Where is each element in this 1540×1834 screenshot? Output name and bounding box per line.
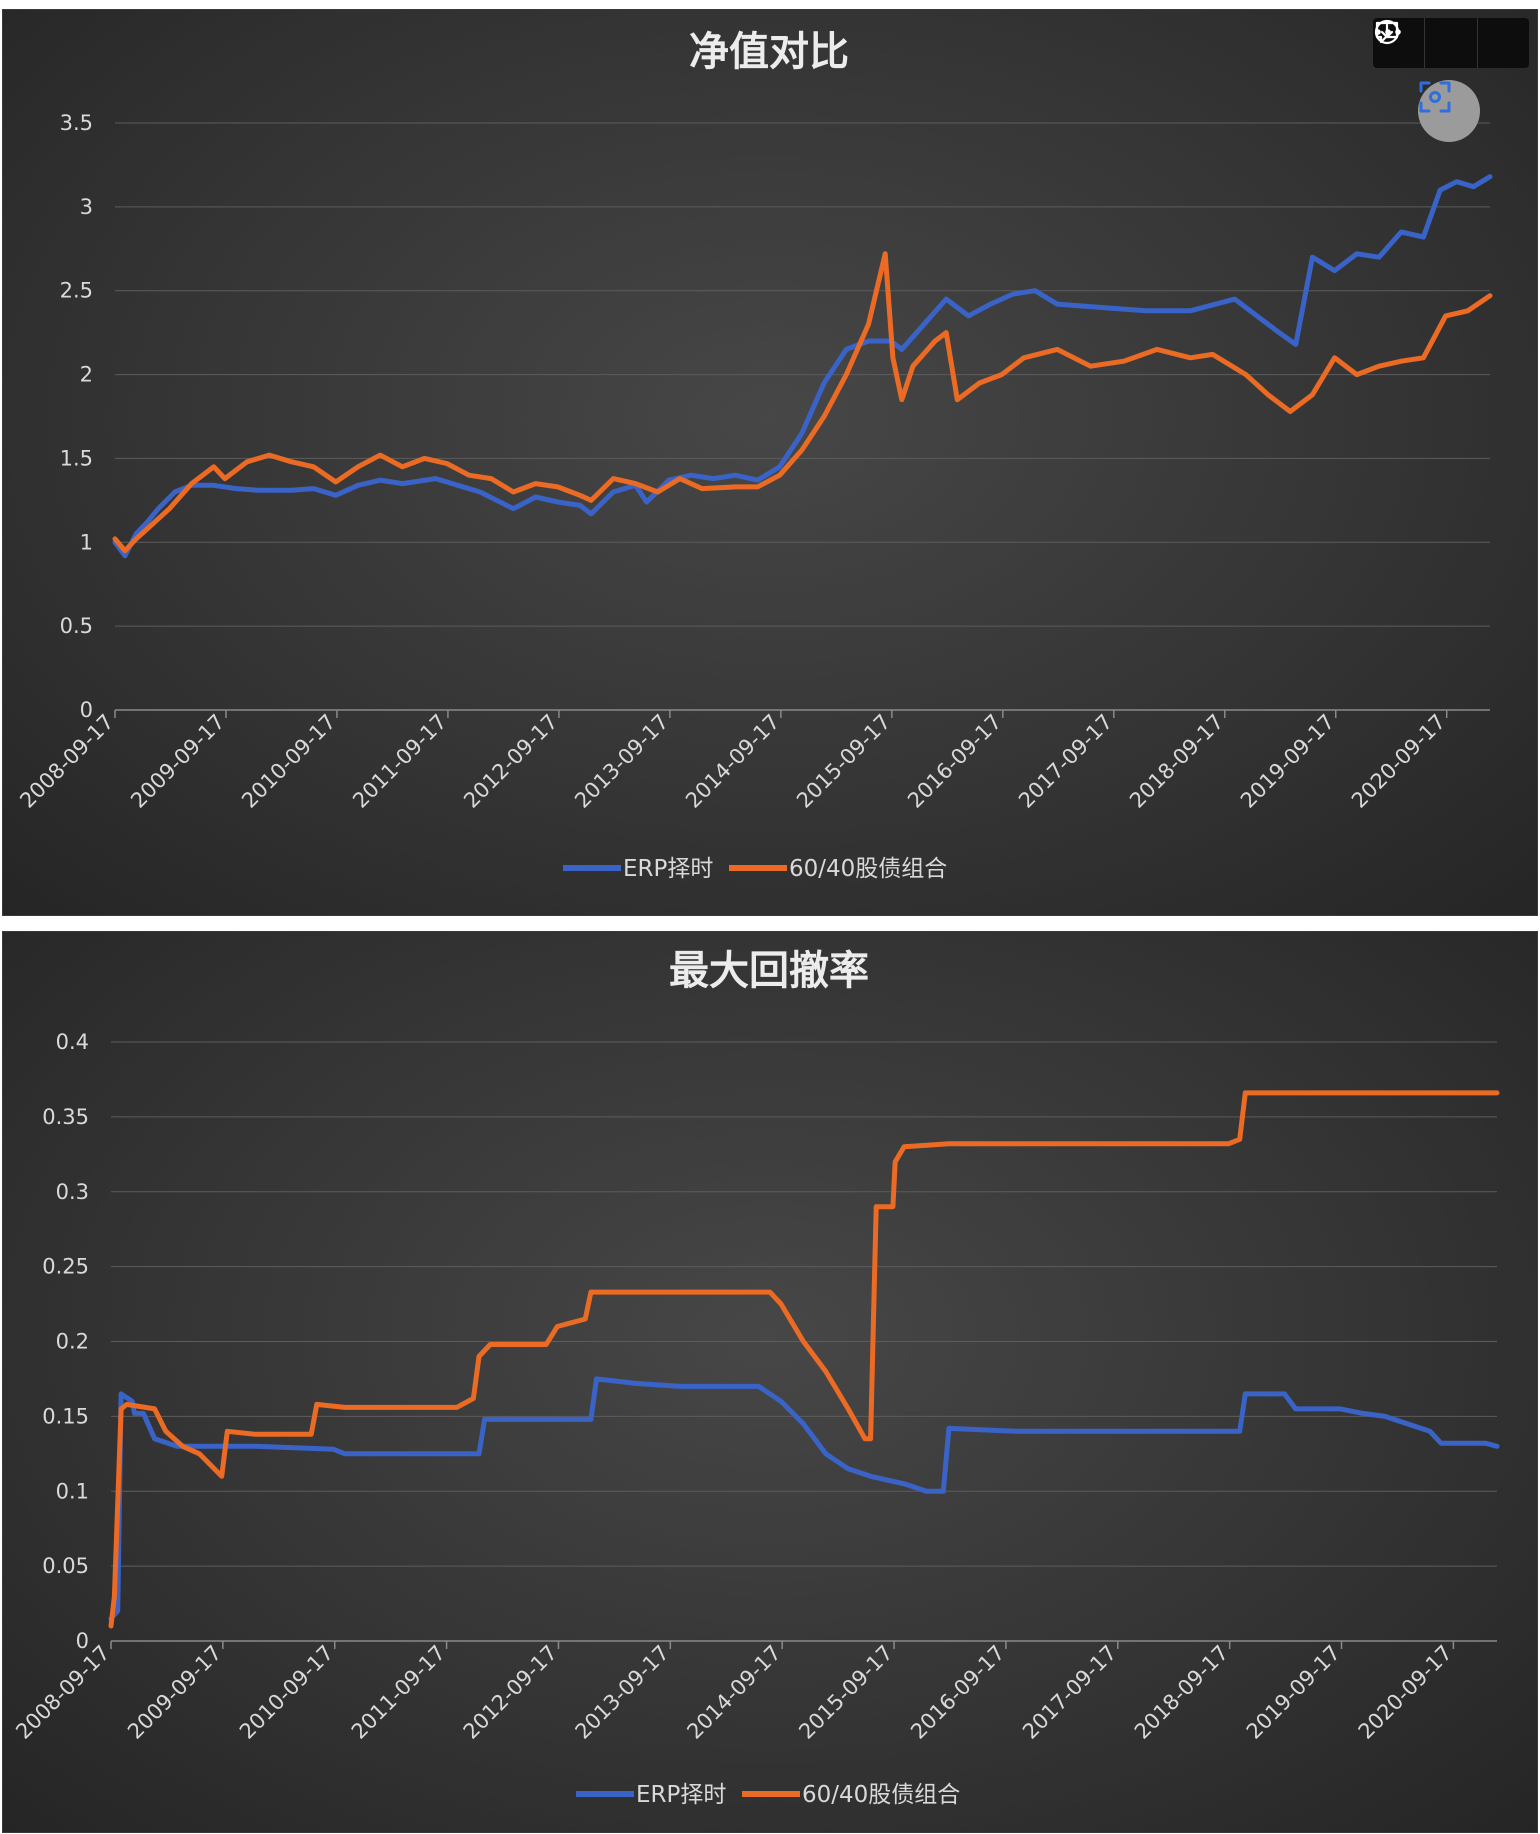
y-tick-label: 3.5 <box>60 111 93 135</box>
chart-title: 净值对比 <box>689 29 849 75</box>
chart-title: 最大回撤率 <box>669 948 869 994</box>
chart-toolbar <box>1373 18 1529 68</box>
x-tick-label: 2010-09-17 <box>237 710 340 813</box>
x-tick-label: 2018-09-17 <box>1130 1641 1233 1744</box>
y-tick-label: 0.3 <box>56 1180 89 1204</box>
x-tick-label: 2020-09-17 <box>1354 1641 1457 1744</box>
x-tick-label: 2012-09-17 <box>459 1641 562 1744</box>
y-tick-label: 1 <box>80 530 93 554</box>
visual-lookup-button[interactable] <box>1418 80 1480 142</box>
x-tick-label: 2011-09-17 <box>348 710 451 813</box>
x-tick-label: 2015-09-17 <box>792 710 895 813</box>
y-tick-label: 3 <box>80 195 93 219</box>
y-tick-label: 0.15 <box>42 1404 89 1428</box>
x-tick-label: 2019-09-17 <box>1236 710 1339 813</box>
legend-label: 60/40股债组合 <box>802 1782 960 1808</box>
drawdown-chart: 最大回撤率 0 0.05 0.1 0.15 0.2 0.25 0.3 0.35 0.4 2008-0… <box>11 948 1500 1808</box>
x-tick-label: 2012-09-17 <box>459 710 562 813</box>
x-tick-label: 2008-09-17 <box>11 1641 114 1744</box>
x-tick-label: 2016-09-17 <box>906 1641 1009 1744</box>
x-tick-label: 2014-09-17 <box>682 1641 785 1744</box>
x-tick-label: 2017-09-17 <box>1018 1641 1121 1744</box>
legend-label: ERP择时 <box>636 1782 726 1808</box>
x-tick-label: 2008-09-17 <box>15 710 118 813</box>
drawdown-chart-panel: 最大回撤率 0 0.05 0.1 0.15 0.2 0.25 0.3 0.35 0.4 2008-0… <box>2 931 1538 1833</box>
y-tick-label: 1.5 <box>60 446 93 470</box>
x-tick-label: 2011-09-17 <box>347 1641 450 1744</box>
x-tick-label: 2019-09-17 <box>1242 1641 1345 1744</box>
x-tick-label: 2009-09-17 <box>126 710 229 813</box>
x-tick-label: 2015-09-17 <box>794 1641 897 1744</box>
lens-icon <box>1419 81 1451 113</box>
x-tick-label: 2010-09-17 <box>235 1641 338 1744</box>
y-tick-label: 0.1 <box>56 1479 89 1503</box>
y-tick-label: 2.5 <box>60 279 93 303</box>
series-line-1 <box>112 251 1493 554</box>
legend-label: ERP择时 <box>623 856 713 882</box>
more-icon <box>1375 29 1401 35</box>
y-tick-label: 0.35 <box>42 1105 89 1129</box>
nav-chart-panel: 净值对比 0 0.5 1 1.5 2 2.5 3 3.5 2008-09-17 2009-09-17… <box>2 9 1538 916</box>
series-line-0 <box>108 1376 1500 1621</box>
series-line-0 <box>112 174 1493 559</box>
y-tick-label: 0.25 <box>42 1255 89 1279</box>
x-tick-label: 2018-09-17 <box>1125 710 1228 813</box>
y-tick-label: 0.05 <box>42 1554 89 1578</box>
y-tick-label: 0 <box>76 1629 89 1653</box>
x-tick-label: 2009-09-17 <box>123 1641 226 1744</box>
legend-label: 60/40股债组合 <box>789 856 947 882</box>
y-tick-label: 0.5 <box>60 614 93 638</box>
x-tick-label: 2013-09-17 <box>571 1641 674 1744</box>
nav-chart: 净值对比 0 0.5 1 1.5 2 2.5 3 3.5 2008-09-17 2009-09-17… <box>15 29 1493 882</box>
download-button[interactable] <box>1374 18 1476 68</box>
x-tick-label: 2014-09-17 <box>681 710 784 813</box>
more-button[interactable] <box>1375 18 1529 68</box>
y-tick-label: 0.4 <box>56 1030 89 1054</box>
x-tick-label: 2016-09-17 <box>903 710 1006 813</box>
x-tick-label: 2020-09-17 <box>1347 710 1450 813</box>
x-tick-label: 2017-09-17 <box>1014 710 1117 813</box>
series-line-1 <box>108 1090 1500 1629</box>
y-tick-label: 0 <box>80 698 93 722</box>
y-tick-label: 2 <box>80 363 93 387</box>
x-tick-label: 2013-09-17 <box>570 710 673 813</box>
y-tick-label: 0.2 <box>56 1330 89 1354</box>
